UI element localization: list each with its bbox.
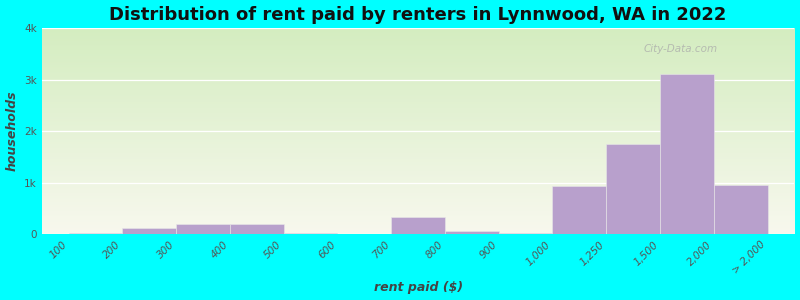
Bar: [498, 233, 553, 234]
Bar: [445, 231, 498, 234]
Bar: [122, 228, 176, 234]
Bar: [714, 185, 767, 234]
Bar: [176, 224, 230, 234]
Bar: [606, 144, 660, 234]
Bar: [660, 74, 714, 234]
Bar: [284, 233, 338, 234]
Y-axis label: households: households: [6, 91, 18, 172]
X-axis label: rent paid ($): rent paid ($): [374, 281, 462, 294]
Bar: [391, 218, 445, 234]
Bar: [230, 224, 284, 234]
Bar: [553, 186, 606, 234]
Bar: [69, 233, 122, 234]
Text: City-Data.com: City-Data.com: [644, 44, 718, 54]
Title: Distribution of rent paid by renters in Lynnwood, WA in 2022: Distribution of rent paid by renters in …: [110, 6, 726, 24]
